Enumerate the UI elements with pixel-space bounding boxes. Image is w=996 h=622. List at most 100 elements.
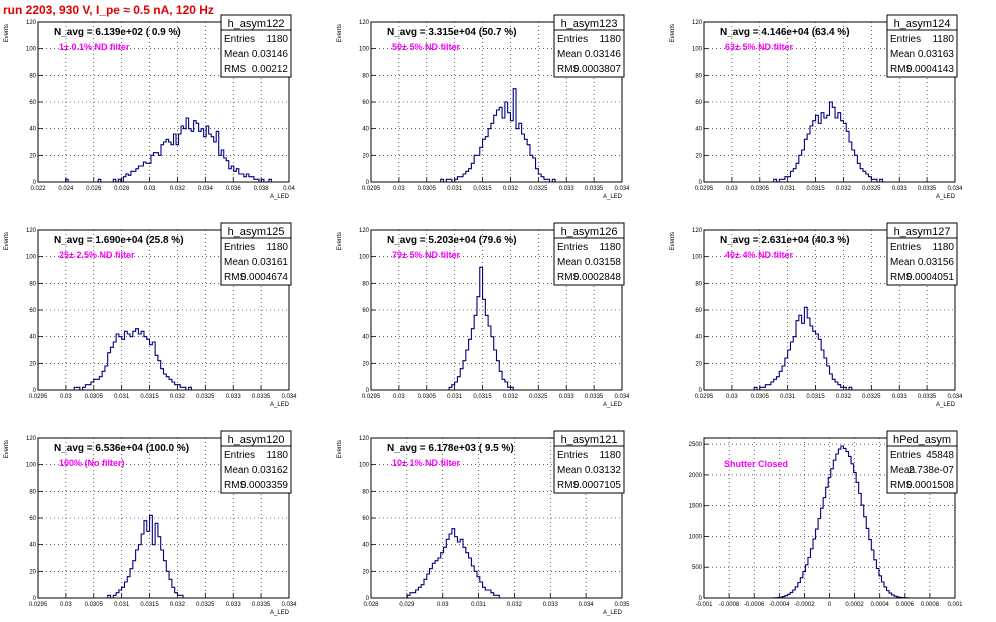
y-tick-label: 20	[362, 153, 369, 159]
y-axis-label: Events	[4, 232, 10, 250]
y-tick-label: 60	[29, 100, 36, 106]
y-tick-label: 80	[362, 489, 369, 495]
y-tick-label: 40	[29, 127, 36, 133]
y-tick-label: 2000	[689, 473, 703, 479]
stats-label: Mean	[890, 49, 915, 60]
x-tick-label: 0.031	[780, 394, 796, 400]
histogram-name: h_asym123	[561, 18, 618, 30]
stats-box	[553, 237, 625, 286]
y-tick-label: 40	[362, 543, 369, 549]
stats-value: 0.0002848	[574, 272, 622, 283]
x-tick-label: 0.0315	[806, 394, 825, 400]
stats-label: RMS	[557, 64, 580, 75]
histogram-pad-h_asym122: 0.022 0.024 0.026 0.028 0.03 0.032 0.034 0.036 0…	[4, 14, 295, 200]
x-tick-label: 0.0325	[196, 394, 215, 400]
stats-value: 0.03156	[918, 257, 955, 268]
y-tick-label: 1500	[689, 504, 703, 510]
stats-value: 0.00212	[252, 64, 289, 75]
y-tick-label: 120	[359, 436, 370, 442]
x-tick-label: -0.0002	[794, 602, 815, 608]
y-tick-label: 80	[29, 281, 36, 287]
x-tick-label: 0.0335	[918, 186, 937, 192]
y-axis-label: Events	[4, 440, 10, 458]
y-tick-label: 60	[695, 100, 702, 106]
stats-value: 0.0004051	[907, 272, 955, 283]
stats-value: 0.0004143	[907, 64, 955, 75]
x-tick-label: 0.0305	[418, 394, 437, 400]
x-tick-label: 0.033	[559, 186, 575, 192]
histogram-series	[371, 528, 622, 599]
x-tick-label: 0.033	[543, 602, 559, 608]
stats-value: 0.03146	[252, 49, 289, 60]
stats-value: 1180	[599, 34, 621, 45]
y-tick-label: 100	[359, 255, 370, 261]
x-tick-label: 0.033	[559, 394, 575, 400]
stats-value: 0.0007105	[574, 480, 622, 491]
histogram-name: h_asym127	[894, 226, 951, 238]
histogram-name: h_asym125	[228, 226, 285, 238]
y-tick-label: 40	[29, 543, 36, 549]
navg-title: N_avg = 2.631e+04 (40.3 %)	[720, 235, 850, 246]
stats-value: 1180	[599, 450, 621, 461]
histogram-series	[38, 514, 289, 599]
histogram-series	[371, 266, 622, 391]
x-tick-label: 0.0305	[751, 394, 770, 400]
x-tick-label: 0.034	[281, 602, 297, 608]
x-tick-label: 0.028	[363, 602, 379, 608]
x-tick-label: 0.032	[503, 394, 519, 400]
y-tick-label: 60	[29, 516, 36, 522]
x-tick-label: 0.036	[226, 186, 242, 192]
stats-value: 0.0001508	[907, 480, 955, 491]
x-tick-label: 0.0295	[362, 394, 381, 400]
x-tick-label: 0.0006	[896, 602, 915, 608]
x-tick-label: 0.03	[144, 186, 156, 192]
x-tick-label: 0.03	[60, 394, 72, 400]
x-tick-label: 0.033	[892, 394, 908, 400]
stats-value: 0.03158	[585, 257, 622, 268]
y-tick-label: 0	[33, 180, 37, 186]
stats-value: 1180	[266, 34, 288, 45]
x-tick-label: 0.0305	[85, 394, 104, 400]
stats-label: Mean	[557, 465, 582, 476]
x-tick-label: 0.0305	[751, 186, 770, 192]
histogram-series	[371, 88, 622, 183]
x-axis-label: A_LED	[936, 194, 956, 200]
stats-label: Entries	[224, 450, 255, 461]
y-tick-label: 20	[362, 569, 369, 575]
histogram-pad-h_asym127: 0.0295 0.03 0.0305 0.031 0.0315 0.032 0.0325 0.…	[670, 222, 963, 408]
histogram-pad-h_asym121: 0.028 0.029 0.03 0.031 0.032 0.033 0.034 0.035 0…	[337, 430, 630, 616]
y-tick-label: 80	[29, 73, 36, 79]
x-tick-label: 0.0325	[529, 394, 548, 400]
stats-box	[220, 445, 292, 494]
y-tick-label: 80	[29, 489, 36, 495]
stats-label: RMS	[557, 480, 580, 491]
histogram-series	[38, 328, 289, 391]
x-tick-label: 0.032	[170, 186, 186, 192]
y-axis-label: Events	[670, 24, 676, 42]
x-tick-label: 0.03	[726, 186, 738, 192]
stats-label: Mean	[557, 49, 582, 60]
y-tick-label: 0	[366, 388, 370, 394]
stats-value: 1180	[266, 450, 288, 461]
y-tick-label: 0	[699, 180, 703, 186]
x-tick-label: 0.031	[114, 394, 130, 400]
y-axis-label: Events	[337, 440, 343, 458]
stats-box	[553, 445, 625, 494]
x-tick-label: 0.034	[614, 394, 630, 400]
x-tick-label: 0.031	[447, 186, 463, 192]
x-tick-label: 0.032	[507, 602, 523, 608]
stats-label: Entries	[224, 242, 255, 253]
x-tick-label: 0.031	[447, 394, 463, 400]
x-tick-label: 0.033	[226, 602, 242, 608]
navg-title: N_avg = 1.690e+04 (25.8 %)	[54, 235, 184, 246]
x-tick-label: 0.0295	[362, 186, 381, 192]
x-tick-label: 0.04	[283, 186, 295, 192]
x-tick-label: 0.0295	[695, 394, 714, 400]
y-tick-label: 2500	[689, 442, 703, 448]
histogram-pad-h_asym120: 0.0295 0.03 0.0305 0.031 0.0315 0.032 0.0325 0.…	[4, 430, 297, 616]
y-tick-label: 40	[362, 335, 369, 341]
x-tick-label: 0.0335	[585, 394, 604, 400]
y-tick-label: 100	[26, 47, 37, 53]
y-tick-label: 40	[695, 127, 702, 133]
stats-label: Mean	[224, 465, 249, 476]
